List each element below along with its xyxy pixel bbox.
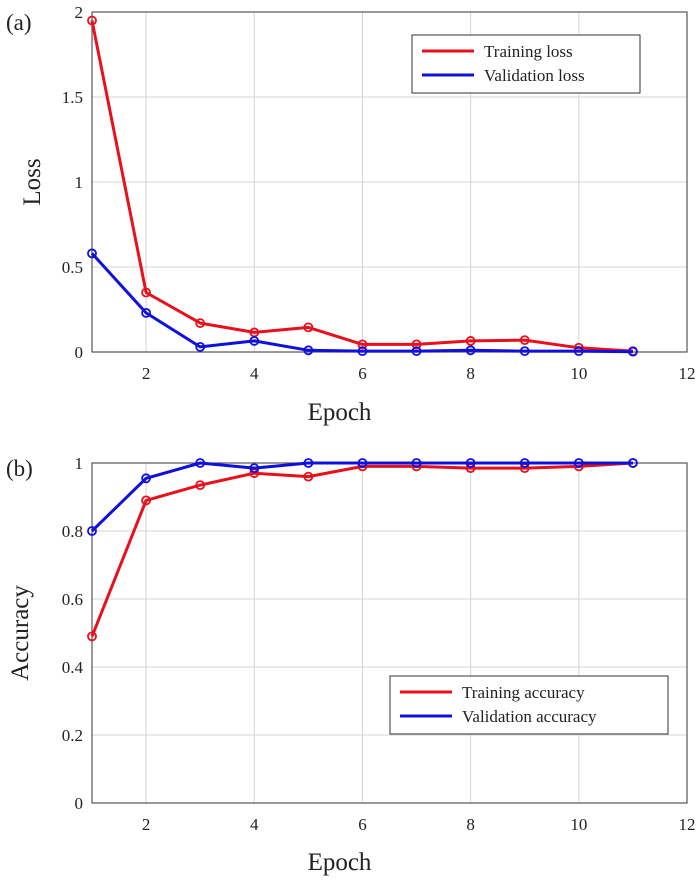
- accuracy-x-axis-label: Epoch: [308, 849, 372, 876]
- accuracy-x-tick-label: 8: [466, 815, 475, 834]
- accuracy-y-tick-label: 0.8: [62, 522, 83, 541]
- validation-accuracy-line: [90, 461, 633, 533]
- training-loss-legend-label: Training loss: [484, 42, 573, 61]
- loss-y-axis-label: Loss: [19, 158, 46, 205]
- accuracy-plot-area: [92, 463, 687, 803]
- training-loss-point: [141, 287, 151, 298]
- validation-loss-point: [303, 345, 314, 356]
- validation-accuracy-legend-label: Validation accuracy: [462, 707, 597, 726]
- validation-loss-point: [87, 248, 97, 259]
- validation-accuracy-point: [357, 458, 368, 468]
- accuracy-x-tick-label: 6: [358, 815, 367, 834]
- training-loss-point: [357, 339, 368, 350]
- validation-loss-point: [573, 346, 584, 357]
- validation-accuracy-point: [87, 526, 97, 536]
- validation-loss-point: [465, 345, 476, 356]
- loss-legend: Training loss Validation loss: [411, 34, 641, 94]
- validation-accuracy-point: [573, 458, 584, 468]
- loss-y-tick-label: 1: [75, 173, 84, 192]
- training-loss-line: [90, 20, 633, 353]
- validation-accuracy-point: [465, 458, 476, 468]
- validation-accuracy-point: [195, 458, 206, 468]
- accuracy-y-tick-label: 0.4: [62, 658, 84, 677]
- validation-loss-point: [519, 346, 530, 357]
- loss-y-tick-label: 1.5: [62, 88, 83, 107]
- loss-x-tick-label: 2: [142, 364, 151, 383]
- loss-x-tick-label: 12: [679, 364, 696, 383]
- training-loss-point: [195, 318, 206, 329]
- validation-accuracy-point: [519, 458, 530, 468]
- validation-accuracy-point: [141, 473, 151, 484]
- accuracy-x-tick-label: 4: [250, 815, 259, 834]
- training-loss-point: [465, 336, 476, 346]
- validation-loss-point: [141, 307, 151, 318]
- accuracy-x-tick-label: 2: [142, 815, 151, 834]
- validation-loss-legend-label: Validation loss: [484, 66, 585, 85]
- accuracy-y-tick-label: 1: [75, 454, 84, 473]
- accuracy-y-axis-label: Accuracy: [7, 585, 34, 681]
- accuracy-y-tick-label: 0: [75, 794, 84, 813]
- loss-x-tick-label: 6: [358, 364, 367, 383]
- loss-chart-panel: 2 4 6 8 10 12 0 0.5 1 1.5 2 (a) Epoch Loss Training lo…: [6, 3, 696, 426]
- loss-panel-label: (a): [6, 10, 32, 35]
- accuracy-x-tick-label: 10: [570, 815, 587, 834]
- validation-loss-point: [249, 336, 260, 346]
- loss-y-tick-label: 0.5: [62, 258, 83, 277]
- loss-x-tick-label: 8: [466, 364, 475, 383]
- validation-loss-point: [628, 346, 638, 357]
- validation-accuracy-point: [249, 463, 260, 474]
- validation-loss-point: [357, 346, 368, 357]
- accuracy-y-tick-label: 0.2: [62, 726, 83, 745]
- training-accuracy-point: [303, 471, 314, 482]
- loss-x-axis-label: Epoch: [308, 399, 372, 426]
- accuracy-panel-label: (b): [6, 456, 33, 481]
- accuracy-x-tick-label: 12: [679, 815, 696, 834]
- training-loss-point: [519, 335, 530, 346]
- training-accuracy-point: [141, 495, 151, 506]
- loss-x-tick-label: 10: [570, 364, 587, 383]
- training-loss-point: [303, 322, 314, 333]
- loss-x-tick-label: 4: [250, 364, 259, 383]
- validation-loss-point: [411, 346, 422, 357]
- accuracy-legend-box: [389, 675, 669, 735]
- accuracy-chart-panel: 2 4 6 8 10 12 0 0.2 0.4 0.6 0.8 1 (b) Epoch Accuracy Tr…: [6, 454, 696, 876]
- loss-y-tick-label: 0: [75, 343, 84, 362]
- loss-legend-box: [411, 34, 641, 94]
- loss-y-tick-label: 2: [75, 3, 84, 22]
- validation-accuracy-point: [411, 458, 422, 468]
- training-accuracy-point: [195, 480, 206, 491]
- training-loss-point: [87, 15, 97, 26]
- validation-accuracy-point: [628, 458, 638, 468]
- validation-loss-point: [195, 341, 206, 352]
- accuracy-y-tick-label: 0.6: [62, 590, 83, 609]
- validation-loss-line: [90, 252, 633, 354]
- validation-accuracy-point: [303, 458, 314, 468]
- training-accuracy-point: [87, 631, 97, 642]
- accuracy-legend: Training accuracy Validation accuracy: [389, 675, 669, 735]
- training-accuracy-legend-label: Training accuracy: [462, 683, 585, 702]
- training-loss-point: [411, 339, 422, 350]
